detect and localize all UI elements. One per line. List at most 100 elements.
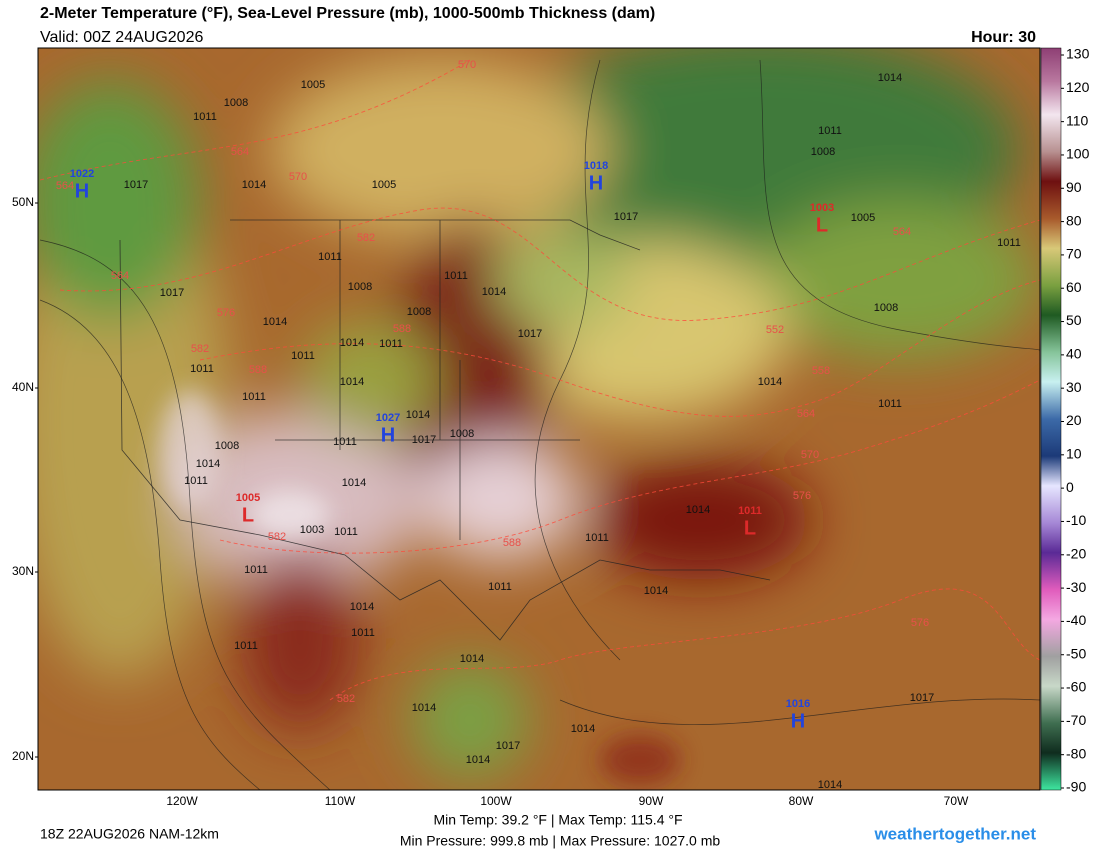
isobar-label: 1005: [372, 179, 396, 191]
isobar-label: 1011: [184, 475, 208, 487]
colorbar: [1040, 47, 1062, 791]
center-value: 1003: [810, 202, 834, 214]
isobar-label: 1014: [406, 409, 430, 421]
isobar-label: 1014: [482, 286, 506, 298]
colorbar-label: -40: [1066, 612, 1086, 628]
colorbar-label: 130: [1066, 46, 1090, 62]
thickness-label: 582: [268, 531, 286, 543]
map-frame: [37, 47, 1041, 791]
isobar-label: 1017: [496, 740, 520, 752]
colorbar-label: 80: [1066, 212, 1082, 228]
site-link[interactable]: weathertogether.net: [873, 824, 1036, 843]
isobar-label: 1005: [301, 79, 325, 91]
thickness-label: 552: [766, 324, 784, 336]
isobar-label: 1017: [518, 328, 542, 340]
thickness-label: 570: [801, 449, 819, 461]
isobar-label: 1017: [910, 692, 934, 704]
center-value: 1005: [236, 492, 260, 504]
colorbar-label: -20: [1066, 545, 1086, 561]
isobar-label: 1011: [190, 363, 214, 375]
colorbar-label: 60: [1066, 279, 1082, 295]
isobar-label: 1008: [407, 306, 431, 318]
center-value: 1027: [376, 412, 400, 424]
thickness-label: 576: [217, 307, 235, 319]
isobar-label: 1014: [758, 376, 782, 388]
valid-time: Valid: 00Z 24AUG2026: [40, 29, 203, 46]
lon-label: 70W: [944, 794, 969, 808]
thickness-label: 570: [458, 59, 476, 71]
colorbar-label: -70: [1066, 712, 1086, 728]
lon-label: 90W: [639, 794, 664, 808]
isobar-label: 1011: [193, 111, 217, 123]
isobar-label: 1014: [350, 601, 374, 613]
isobar-label: 1005: [851, 212, 875, 224]
colorbar-label: 20: [1066, 412, 1082, 428]
colorbar-label: -60: [1066, 679, 1086, 695]
thickness-label: 576: [793, 490, 811, 502]
lat-label: 40N: [12, 380, 34, 394]
lon-label: 110W: [325, 794, 356, 808]
center-letter: H: [381, 424, 395, 446]
colorbar-label: 120: [1066, 79, 1090, 95]
isobar-label: 1014: [644, 585, 668, 597]
title: 2-Meter Temperature (°F), Sea-Level Pres…: [40, 5, 655, 22]
isobar-label: 1014: [818, 779, 842, 791]
isobar-label: 1011: [334, 526, 358, 538]
isobar-label: 1011: [379, 338, 403, 350]
isobar-label: 1014: [878, 72, 902, 84]
thickness-label: 582: [337, 693, 355, 705]
lat-label: 20N: [12, 749, 34, 763]
isobar-label: 1011: [444, 270, 468, 282]
colorbar-label: -30: [1066, 579, 1086, 595]
isobar-label: 1008: [224, 97, 248, 109]
isobar-label: 1014: [196, 458, 220, 470]
thickness-label: 588: [249, 364, 267, 376]
boundaries: [119, 219, 771, 641]
thickness-label: 564: [797, 408, 815, 420]
center-letter: L: [744, 517, 756, 539]
isobar-label: 1014: [242, 179, 266, 191]
temp-range: Min Temp: 39.2 °F | Max Temp: 115.4 °F: [433, 812, 682, 828]
center-letter: L: [242, 504, 254, 526]
thickness-label: 588: [503, 537, 521, 549]
isobar-label: 1011: [488, 581, 512, 593]
thickness-label: 576: [911, 617, 929, 629]
colorbar-label: 10: [1066, 446, 1082, 462]
thickness-label: 564: [56, 180, 74, 192]
isobar-label: 1011: [585, 532, 609, 544]
lat-label: 30N: [12, 564, 34, 578]
isobar-label: 1008: [215, 440, 239, 452]
isobar-label: 1014: [460, 653, 484, 665]
center-letter: L: [816, 214, 828, 236]
thickness-label: 564: [231, 146, 249, 158]
colorbar-label: 100: [1066, 146, 1090, 162]
isobar-label: 1014: [340, 376, 364, 388]
colorbar-label: 30: [1066, 379, 1082, 395]
colorbar-label: 50: [1066, 312, 1082, 328]
isobar-label: 1017: [124, 179, 148, 191]
isobar-label: 1014: [571, 723, 595, 735]
isobar-label: 1011: [244, 564, 268, 576]
thickness-label: 570: [289, 171, 307, 183]
colorbar-label: -90: [1066, 779, 1086, 795]
pressure-range: Min Pressure: 999.8 mb | Max Pressure: 1…: [400, 833, 721, 849]
isobar-label: 1011: [242, 391, 266, 403]
isobar-label: 1014: [340, 337, 364, 349]
isobar-label: 1014: [466, 754, 490, 766]
colorbar-label: 0: [1066, 479, 1074, 495]
center-letter: H: [589, 172, 603, 194]
isobar-label: 1011: [234, 640, 258, 652]
isobar-label: 1008: [450, 428, 474, 440]
center-value: 1011: [738, 505, 762, 517]
thickness-label: 558: [812, 365, 830, 377]
isobar-label: 1014: [686, 504, 710, 516]
isobar-label: 1011: [333, 436, 357, 448]
colorbar-label: -50: [1066, 645, 1086, 661]
lon-label: 80W: [789, 794, 814, 808]
forecast-hour: Hour: 30: [971, 29, 1036, 46]
center-value: 1022: [70, 168, 94, 180]
thickness-lines: [39, 59, 1040, 701]
colorbar-label: -10: [1066, 512, 1086, 528]
isobar-label: 1011: [818, 125, 842, 137]
